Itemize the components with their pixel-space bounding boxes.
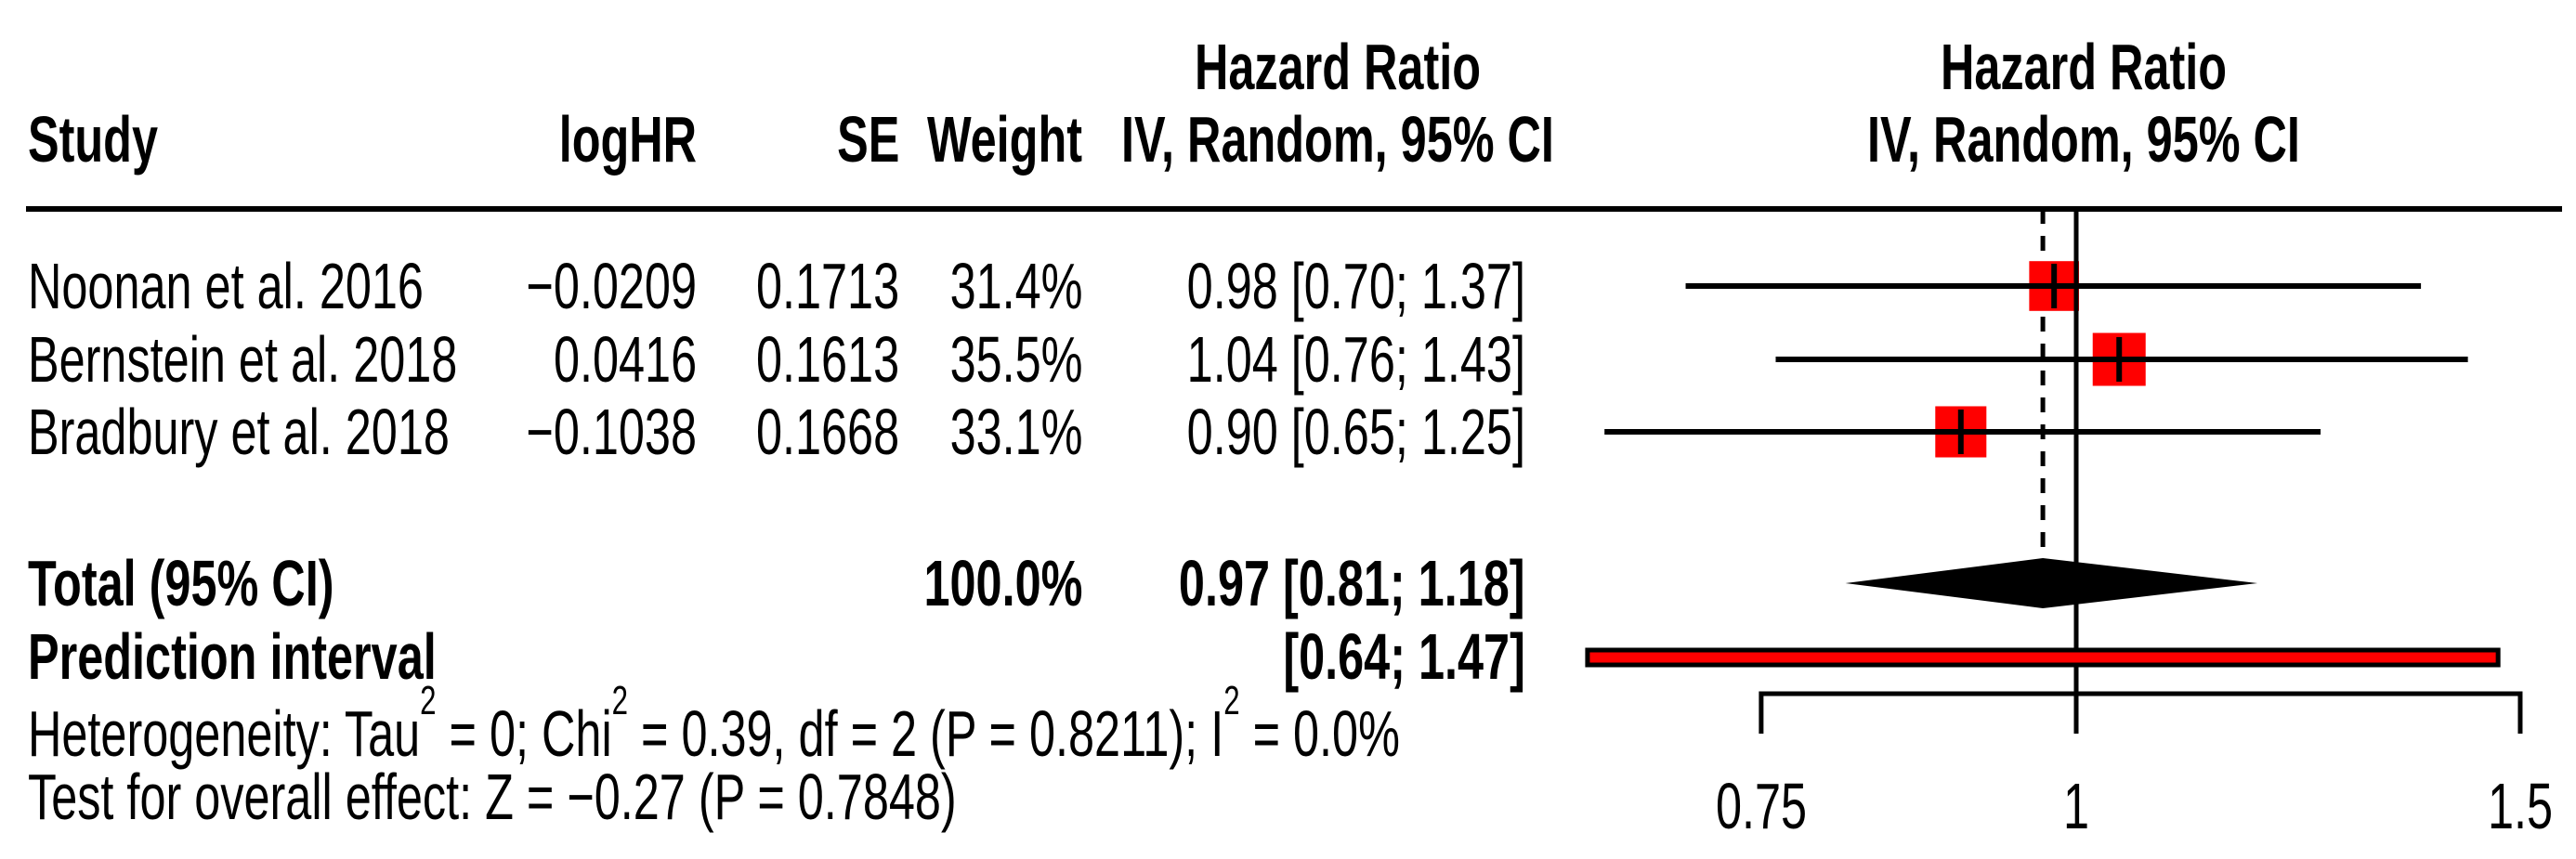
- heterogeneity-stats: Heterogeneity: Tau2 = 0; Chi2 = 0.39, df…: [28, 678, 1400, 770]
- study-ci-text: 0.98 [0.70; 1.37]: [1186, 250, 1525, 322]
- column-header-hazard-ratio: Hazard Ratio: [1194, 31, 1482, 103]
- superscript: 2: [611, 678, 629, 723]
- column-header-study: Study: [28, 103, 159, 176]
- study-name: Bernstein et al. 2018: [28, 323, 458, 396]
- column-header-loghr: logHR: [558, 103, 697, 176]
- study-weight: 35.5%: [949, 323, 1082, 396]
- column-header-se: SE: [836, 103, 899, 176]
- prediction-interval-ci-text: [0.64; 1.47]: [1283, 620, 1525, 693]
- superscript: 2: [1223, 678, 1240, 723]
- total-label: Total (95% CI): [28, 547, 334, 619]
- plot-header-hazard-ratio: Hazard Ratio: [1940, 31, 2228, 103]
- axis-bracket: [1759, 691, 2523, 734]
- x-axis-tick-label: 0.75: [1715, 770, 1807, 842]
- study-se: 0.1713: [755, 250, 899, 322]
- study-loghr: −0.1038: [526, 396, 697, 468]
- column-header-weight: Weight: [926, 103, 1082, 176]
- study-loghr: −0.0209: [526, 250, 697, 322]
- prediction-interval-label: Prediction interval: [28, 620, 437, 693]
- study-weight: 31.4%: [949, 250, 1082, 322]
- study-weight: 33.1%: [949, 396, 1082, 468]
- prediction-interval-bar: [1585, 647, 2501, 668]
- study-name: Bradbury et al. 2018: [28, 396, 450, 468]
- x-axis-tick-label: 1: [2062, 770, 2090, 842]
- study-ci-text: 0.90 [0.65; 1.25]: [1186, 396, 1525, 468]
- total-weight: 100.0%: [923, 547, 1082, 619]
- total-diamond: [1845, 558, 2258, 608]
- header-rule: [26, 206, 2562, 212]
- total-ci-text: 0.97 [0.81; 1.18]: [1179, 547, 1525, 619]
- plot-header-ci-method: IV, Random, 95% CI: [1867, 103, 2300, 176]
- column-header-ci-method: IV, Random, 95% CI: [1121, 103, 1554, 176]
- study-se: 0.1668: [755, 396, 899, 468]
- study-loghr: 0.0416: [553, 323, 697, 396]
- study-se: 0.1613: [755, 323, 899, 396]
- study-ci-text: 1.04 [0.76; 1.43]: [1186, 323, 1525, 396]
- x-axis-tick-label: 1.5: [2487, 770, 2553, 842]
- superscript: 2: [420, 678, 437, 723]
- study-name: Noonan et al. 2016: [28, 250, 424, 322]
- overall-effect-test: Test for overall effect: Z = −0.27 (P = …: [28, 761, 957, 833]
